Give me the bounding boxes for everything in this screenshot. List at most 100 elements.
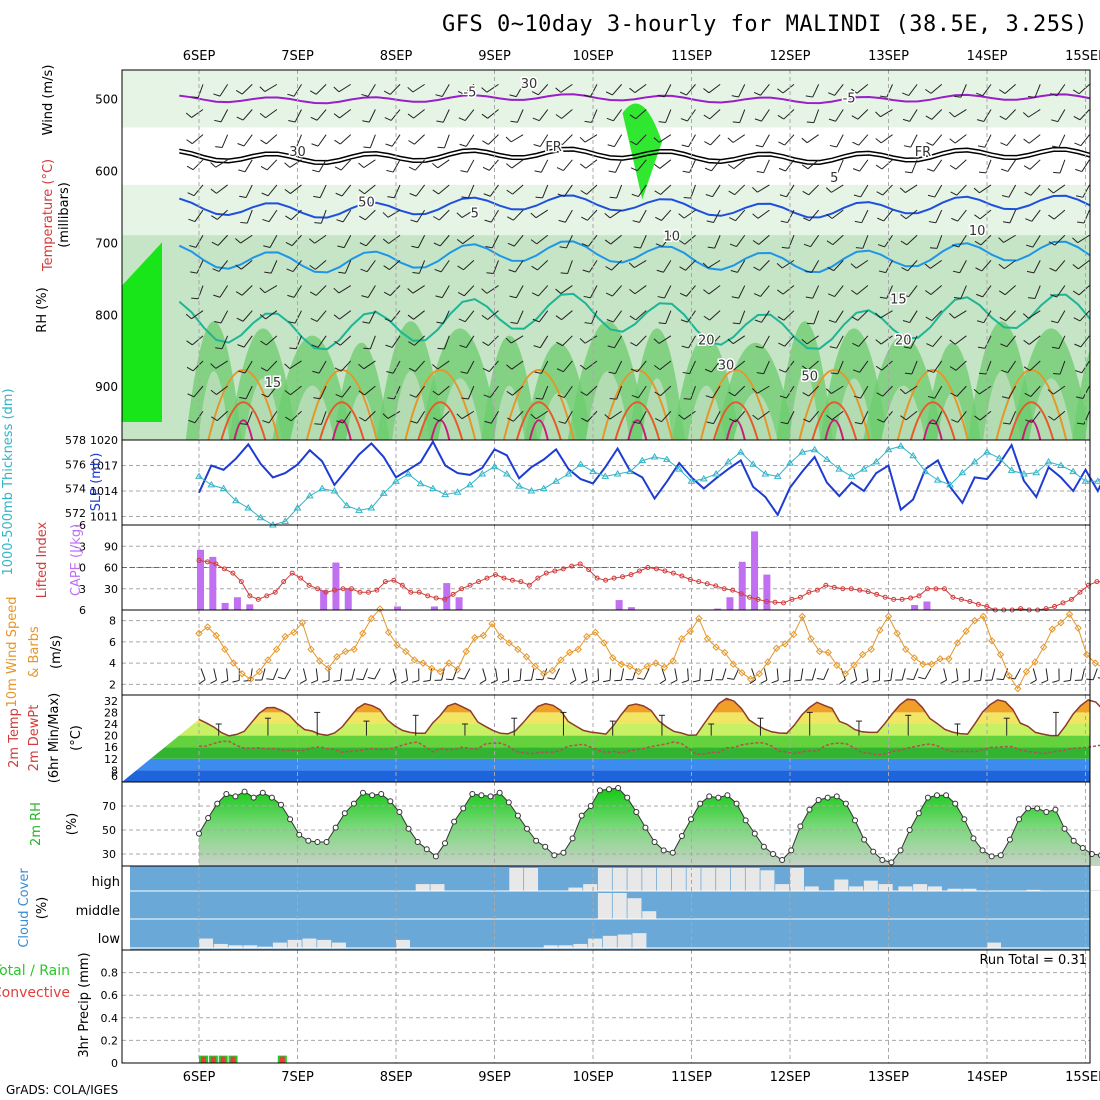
cloud-high-bar — [583, 884, 598, 891]
wind-barb — [708, 285, 721, 295]
wind-speed-point — [557, 656, 565, 664]
wind-barb — [597, 668, 600, 681]
thickness-point — [416, 479, 425, 487]
rh2m-point — [460, 805, 467, 812]
wind-barb — [620, 668, 625, 681]
wind-barb — [683, 209, 696, 219]
wind-barb-flag — [751, 186, 758, 193]
wind-barb-flag — [457, 90, 465, 96]
wind-barb-flag — [333, 679, 341, 682]
temp-contour-30 — [725, 419, 746, 440]
wind-barb-flag — [479, 679, 487, 685]
rh2m-point — [405, 825, 412, 832]
wind-barb-flag — [604, 212, 611, 219]
wind-barb — [612, 109, 623, 122]
wind-barb — [760, 84, 770, 96]
panel-label: Cloud Cover — [17, 868, 32, 948]
lifted-index-point — [899, 596, 905, 602]
wind-barb — [782, 285, 795, 295]
cloud-low-bar — [573, 943, 588, 948]
wind-barb-flag — [1025, 218, 1033, 222]
wind-barb — [905, 385, 918, 395]
wind-barb — [836, 134, 844, 148]
thickness-point — [859, 465, 868, 472]
precip-legend-convective: Convective — [0, 985, 70, 1001]
wind-barb — [1008, 184, 1017, 198]
thickness-point — [1020, 470, 1028, 477]
thickness-point — [798, 448, 807, 455]
thickness-tick-label: 576 — [65, 458, 86, 471]
temp-band — [122, 758, 1090, 771]
wind-barb — [265, 109, 278, 119]
wind-barb — [806, 335, 819, 345]
lifted-index-point — [975, 601, 981, 607]
wind-barb-flag — [781, 246, 789, 249]
wind-speed-point — [255, 667, 264, 676]
wind-barb-flag — [507, 242, 515, 247]
wind-barb — [688, 335, 696, 349]
rh2m-point — [669, 849, 676, 856]
cloud-high-bar — [849, 886, 864, 891]
wind-barb-flag — [483, 193, 491, 197]
wind-barb — [613, 335, 623, 349]
wind-barb — [269, 235, 278, 248]
wind-barb-flag — [238, 169, 246, 173]
wind-barb-flag — [262, 218, 270, 223]
wind-barb-flag — [1074, 142, 1082, 147]
cape-bar — [430, 606, 438, 610]
wind-barb — [513, 410, 524, 422]
wind-barb — [858, 335, 869, 347]
cloud-high-bar — [1026, 889, 1041, 891]
wind-barb-flag — [704, 167, 712, 172]
wind-barb-flag — [777, 316, 785, 321]
wind-barb-flag — [509, 94, 517, 98]
wind-barb — [907, 260, 918, 272]
panel-label: 2m RH — [29, 802, 44, 846]
wind-barb-flag — [928, 422, 936, 425]
date-tick-top: 14SEP — [967, 49, 1008, 64]
wind-speed-point — [591, 628, 600, 637]
contour-label: 10 — [664, 229, 681, 244]
wind-barb — [906, 234, 918, 246]
rh2m-point — [569, 835, 576, 842]
wind-barb — [710, 134, 721, 146]
rh2m-point — [232, 793, 239, 800]
rh2m-point — [296, 831, 303, 838]
wind-barb — [776, 668, 779, 681]
wind-barb — [586, 385, 598, 396]
wind-barb — [438, 184, 450, 195]
wind-speed-point — [272, 645, 281, 654]
rh2m-point — [824, 794, 831, 801]
wind-barb-flag — [998, 290, 1006, 296]
wind-barb — [954, 109, 967, 118]
wind-barb-flag — [1025, 244, 1033, 248]
wind-barb — [1045, 668, 1049, 681]
wind-barb — [763, 668, 768, 681]
wind-barb-flag — [729, 243, 737, 248]
wind-speed-point — [471, 633, 479, 642]
wind-speed-point — [600, 639, 608, 647]
cloud-low-bar — [317, 939, 332, 948]
lifted-index-point — [797, 594, 803, 600]
lifted-index-point — [357, 589, 363, 595]
wind-barb-flag — [876, 392, 884, 397]
precip-convective-bar — [220, 1056, 226, 1063]
wind-speed-point — [781, 640, 789, 648]
thickness-point — [219, 484, 228, 492]
wind-speed-point — [807, 634, 815, 643]
wind-speed-point — [1014, 684, 1022, 693]
wind-barb-flag — [262, 420, 270, 424]
wind-barb-flag — [358, 363, 365, 370]
rh-plume-core — [1084, 410, 1090, 440]
wind-barb — [885, 260, 893, 273]
wind-barb-flag — [358, 162, 365, 169]
wind-barb-flag — [434, 268, 442, 273]
wind-barb-flag — [637, 677, 645, 680]
wind-barb-flag — [731, 95, 739, 98]
wind-barb — [1081, 668, 1086, 681]
rh2m-point — [360, 789, 367, 796]
panel-label: (6hr Min/Max) — [47, 693, 62, 783]
wind-barb — [363, 159, 376, 169]
wind-barb-flag — [383, 90, 391, 95]
wind-barb-flag — [336, 219, 344, 223]
